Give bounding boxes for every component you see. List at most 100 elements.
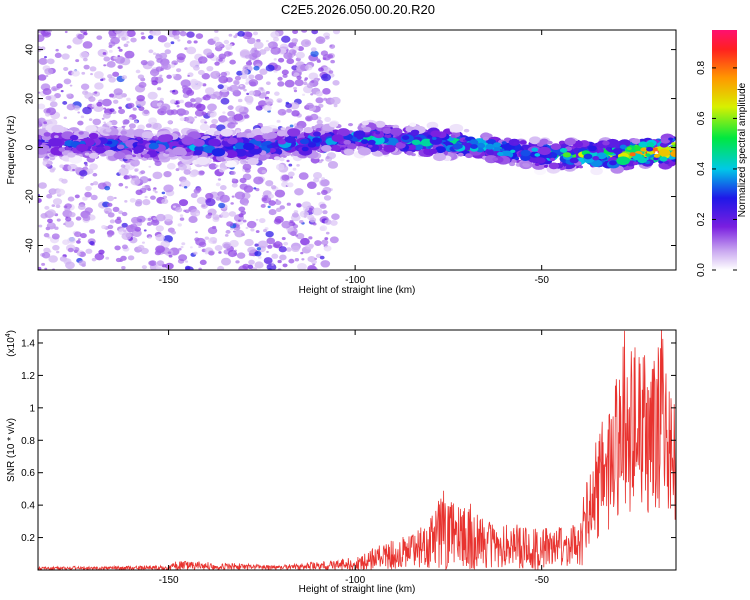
spectrogram-frame xyxy=(37,29,677,271)
spectrogram-cell xyxy=(292,30,299,35)
spectrogram-cell xyxy=(592,155,600,161)
spectrogram-cell xyxy=(286,182,294,188)
spectrogram-cell xyxy=(131,198,136,203)
spectrogram-cell xyxy=(310,47,317,52)
spectrogram-cell xyxy=(254,250,262,257)
spectrogram-cell xyxy=(72,168,76,172)
spectrogram-cell xyxy=(61,178,68,184)
spectrogram-cell xyxy=(121,244,128,250)
spectrogram-cell xyxy=(55,48,59,52)
spectrogram-cell xyxy=(214,61,220,66)
spectrogram-cell xyxy=(217,178,222,181)
spectrogram-cell xyxy=(330,59,335,64)
spectrogram-cell xyxy=(315,36,326,45)
spectrogram-cell xyxy=(296,203,302,208)
spectrogram-cell xyxy=(150,31,157,36)
spectrogram-cell xyxy=(108,93,115,98)
spectrogram-cell xyxy=(664,160,670,165)
spectrogram-cell xyxy=(538,146,551,156)
spectrogram-cell xyxy=(432,137,437,140)
spectrogram-cell xyxy=(152,52,157,55)
spectrogram-cell xyxy=(90,73,93,76)
spectrogram-cell xyxy=(281,236,286,241)
spectrogram-cell xyxy=(68,211,76,218)
spectrogram-cell xyxy=(308,243,315,248)
colorbar-tick-label: 0.2 xyxy=(696,212,707,226)
spectrogram-cell xyxy=(275,240,281,245)
spectrogram-cell xyxy=(164,49,172,55)
spectrogram-cell xyxy=(319,203,327,209)
spectrogram-cell xyxy=(79,170,88,177)
spectrogram-cell xyxy=(89,229,96,234)
spectrogram-cell xyxy=(182,110,190,116)
spectrogram-cell xyxy=(294,188,304,196)
spectrogram-cell xyxy=(233,35,238,39)
spectrogram-cell xyxy=(240,159,247,165)
spectrogram-cell xyxy=(246,98,254,104)
spectrogram-cell xyxy=(58,147,66,152)
spectrogram-cell xyxy=(186,31,195,38)
spectrogram-cell xyxy=(195,187,202,192)
spectrogram-cell xyxy=(289,176,293,179)
spectrogram-cell xyxy=(129,223,138,230)
spectrogram-cell xyxy=(409,122,417,127)
x-tick-label: -50 xyxy=(534,575,549,586)
spectrogram-cell xyxy=(294,258,300,262)
spectrogram-cell xyxy=(201,204,206,208)
spectrogram-cell xyxy=(222,111,226,114)
spectrogram-cell xyxy=(43,132,51,137)
spectrogram-cell xyxy=(218,75,229,84)
spectrogram-cell xyxy=(63,205,68,209)
spectrogram-cell xyxy=(156,260,165,266)
spectrogram-cell xyxy=(237,98,243,103)
spectrogram-cell xyxy=(325,231,330,235)
spectrogram-cell xyxy=(206,65,214,72)
spectrogram-cell xyxy=(205,198,216,207)
spectrogram-cell xyxy=(233,113,244,122)
snr-exponent-base: (x10 xyxy=(6,337,17,357)
spectrogram-cell xyxy=(151,76,159,82)
spectrogram-cell xyxy=(141,241,145,244)
spectrogram-cell xyxy=(214,244,223,252)
spectrogram-cell xyxy=(89,163,98,170)
spectrogram-cell xyxy=(330,219,338,226)
spectrogram-cell xyxy=(121,266,126,270)
spectrogram-cell xyxy=(67,247,74,253)
spectrogram-cell xyxy=(77,120,84,126)
spectrogram-cell xyxy=(52,244,60,251)
spectrogram-cell xyxy=(147,35,154,40)
y-tick-label: 20 xyxy=(25,93,36,105)
spectrogram-cell xyxy=(652,147,659,152)
spectrogram-cell xyxy=(255,187,260,192)
spectrogram-cell xyxy=(320,260,331,268)
spectrogram-cell xyxy=(257,255,262,259)
spectrogram-cell xyxy=(304,64,313,71)
spectrogram-cell xyxy=(94,82,104,90)
spectrogram-cell xyxy=(218,167,226,173)
y-tick-label: 1 xyxy=(29,403,35,414)
spectrogram-cell xyxy=(465,153,473,159)
spectrogram-cell xyxy=(281,174,290,181)
spectrogram-cell xyxy=(196,156,210,166)
spectrogram-cell xyxy=(38,266,42,270)
spectrogram-cell xyxy=(212,91,221,98)
spectrogram-cell xyxy=(435,146,446,154)
spectrogram-cell xyxy=(227,105,234,110)
spectrogram-cell xyxy=(185,116,195,124)
spectrogram-cell xyxy=(385,137,399,146)
spectrogram-cell xyxy=(227,249,238,258)
spectrogram-cell xyxy=(38,198,42,203)
spectrogram-cell xyxy=(322,210,328,215)
spectrogram-cell xyxy=(38,38,41,43)
spectrogram-cell xyxy=(501,141,507,145)
spectrogram-cell xyxy=(51,233,60,240)
spectrogram-cell xyxy=(165,151,170,155)
spectrogram-cell xyxy=(300,251,304,255)
spectrogram-cell xyxy=(486,150,494,156)
spectrogram-cell xyxy=(215,182,221,187)
spectrogram-cell xyxy=(248,59,252,62)
spectrogram-cell xyxy=(265,64,275,72)
spectrogram-cell xyxy=(390,127,403,136)
spectrogram-cell xyxy=(186,46,197,55)
spectrogram-cell xyxy=(275,207,282,213)
